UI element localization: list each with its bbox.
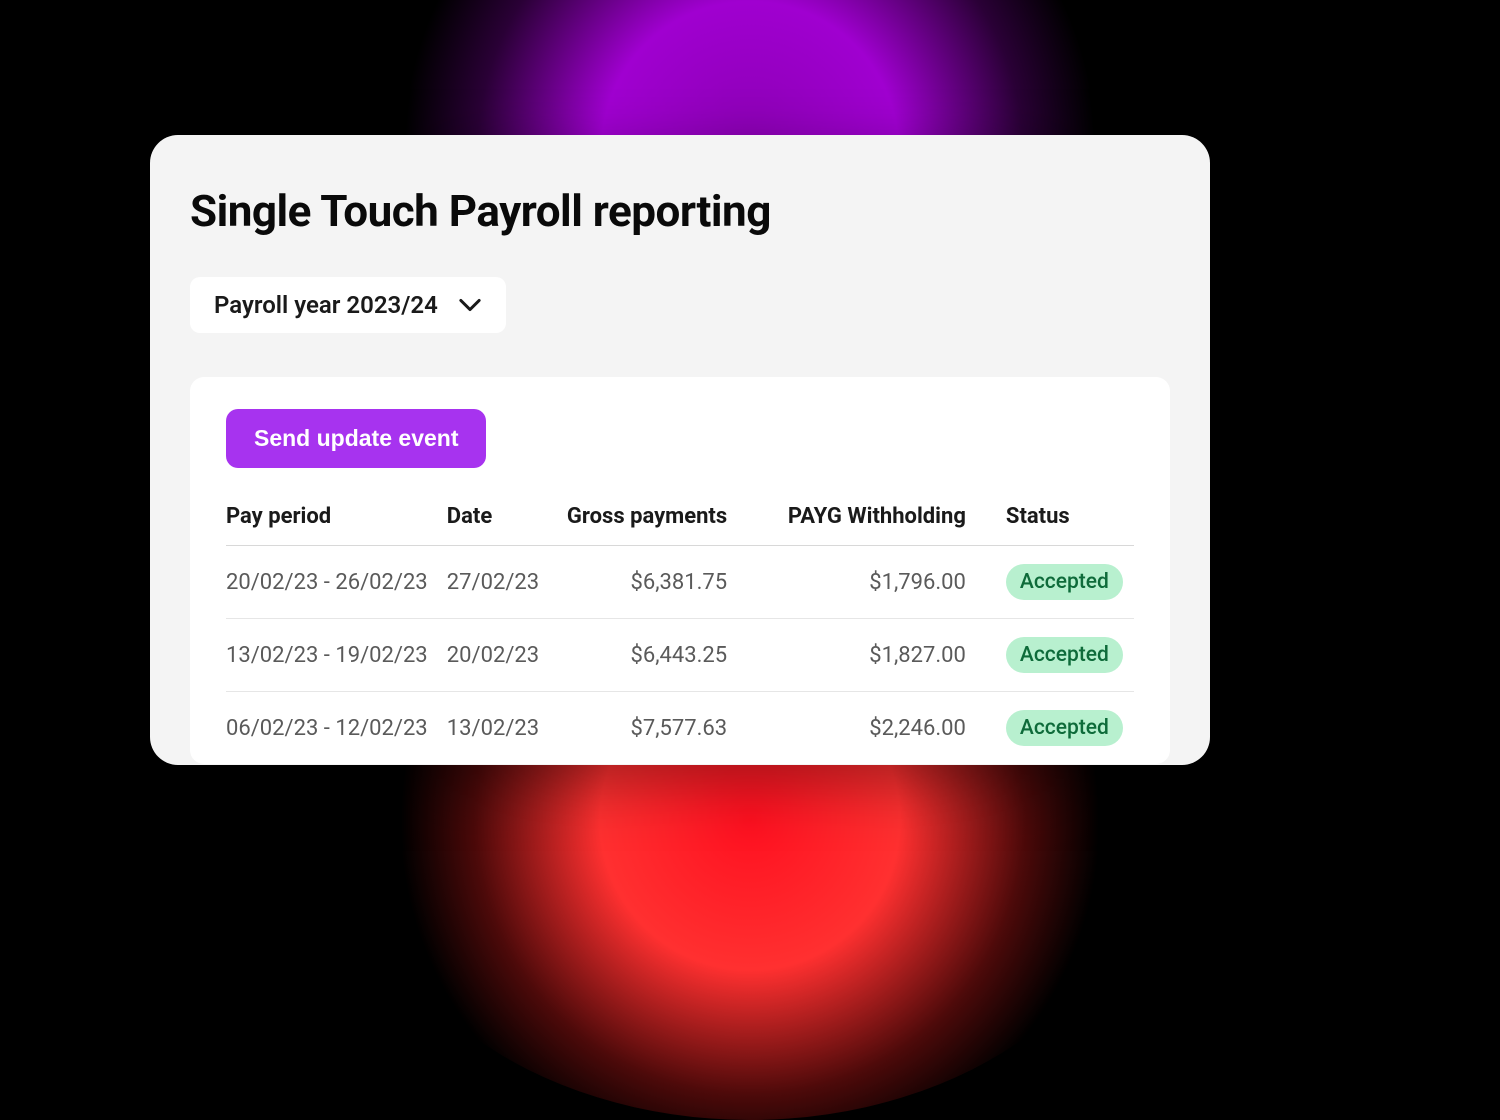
table-container: Send update event Pay period Date Gross … (190, 377, 1170, 764)
cell-status: Accepted (1006, 546, 1134, 619)
cell-pay-period: 13/02/23 - 19/02/23 (226, 619, 447, 692)
cell-date: 27/02/23 (447, 546, 548, 619)
cell-status: Accepted (1006, 692, 1134, 765)
payroll-table: Pay period Date Gross payments PAYG With… (226, 494, 1134, 764)
cell-payg-withholding: $2,246.00 (767, 692, 1006, 765)
cell-status: Accepted (1006, 619, 1134, 692)
cell-payg-withholding: $1,827.00 (767, 619, 1006, 692)
cell-pay-period: 20/02/23 - 26/02/23 (226, 546, 447, 619)
cell-gross-payments: $7,577.63 (548, 692, 767, 765)
status-badge: Accepted (1006, 710, 1123, 746)
table-row[interactable]: 13/02/23 - 19/02/23 20/02/23 $6,443.25 $… (226, 619, 1134, 692)
cell-gross-payments: $6,443.25 (548, 619, 767, 692)
cell-date: 13/02/23 (447, 692, 548, 765)
col-header-gross-payments: Gross payments (548, 494, 767, 546)
page-title: Single Touch Payroll reporting (190, 185, 1170, 237)
table-header-row: Pay period Date Gross payments PAYG With… (226, 494, 1134, 546)
col-header-pay-period: Pay period (226, 494, 447, 546)
cell-date: 20/02/23 (447, 619, 548, 692)
cell-gross-payments: $6,381.75 (548, 546, 767, 619)
send-update-event-button[interactable]: Send update event (226, 409, 486, 468)
col-header-payg-withholding: PAYG Withholding (767, 494, 1006, 546)
status-badge: Accepted (1006, 637, 1123, 673)
table-row[interactable]: 20/02/23 - 26/02/23 27/02/23 $6,381.75 $… (226, 546, 1134, 619)
cell-pay-period: 06/02/23 - 12/02/23 (226, 692, 447, 765)
table-row[interactable]: 06/02/23 - 12/02/23 13/02/23 $7,577.63 $… (226, 692, 1134, 765)
dropdown-label: Payroll year 2023/24 (214, 291, 438, 319)
payroll-year-dropdown[interactable]: Payroll year 2023/24 (190, 277, 506, 333)
cell-payg-withholding: $1,796.00 (767, 546, 1006, 619)
col-header-status: Status (1006, 494, 1134, 546)
status-badge: Accepted (1006, 564, 1123, 600)
col-header-date: Date (447, 494, 548, 546)
chevron-down-icon (458, 293, 482, 317)
reporting-card: Single Touch Payroll reporting Payroll y… (150, 135, 1210, 765)
